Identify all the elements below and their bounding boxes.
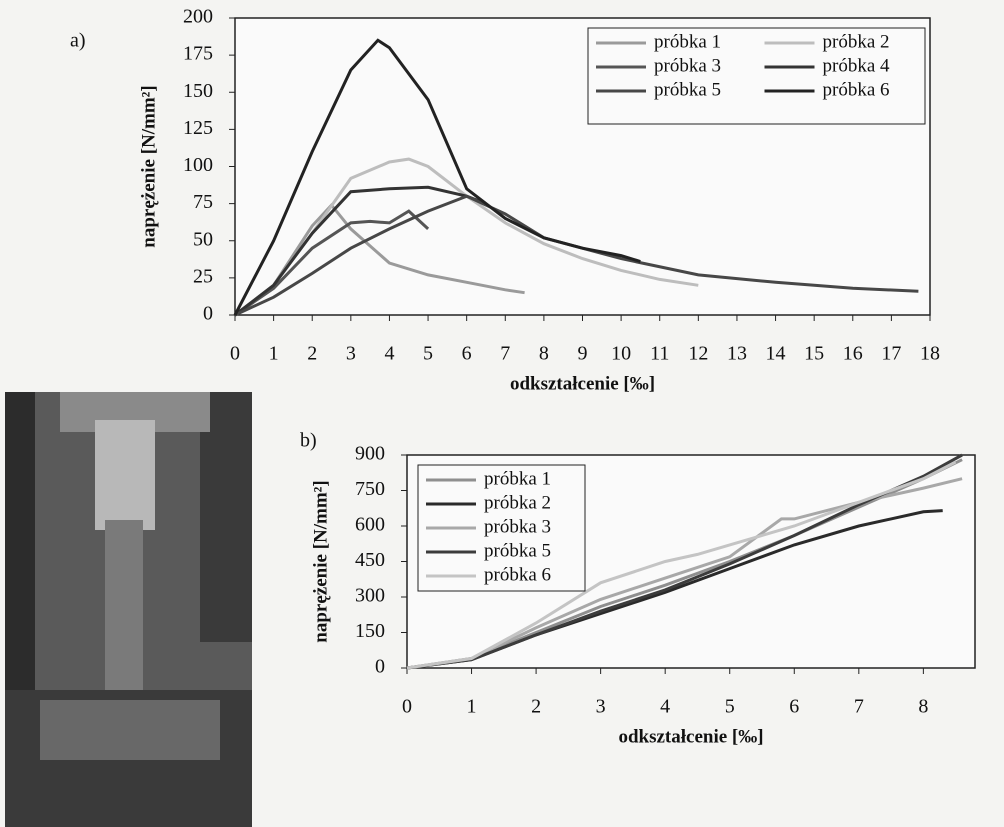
- x-tick-label: 3: [346, 343, 356, 365]
- y-axis-title: naprężenie [N/mm²]: [310, 480, 331, 642]
- legend-label: próbka 5: [654, 79, 721, 100]
- x-tick-label: 0: [402, 696, 412, 718]
- x-tick-label: 3: [596, 696, 606, 718]
- legend-label: próbka 3: [484, 516, 551, 537]
- y-tick-label: 900: [355, 443, 385, 465]
- y-tick-label: 0: [375, 656, 385, 678]
- legend-label: próbka 4: [823, 55, 891, 76]
- x-tick-label: 2: [307, 343, 317, 365]
- x-tick-label: 2: [531, 696, 541, 718]
- x-tick-label: 13: [727, 343, 747, 365]
- y-tick-label: 150: [183, 80, 213, 102]
- y-tick-label: 50: [193, 228, 213, 250]
- y-tick-label: 200: [183, 6, 213, 28]
- legend-label: próbka 5: [484, 540, 551, 561]
- x-tick-label: 7: [854, 696, 864, 718]
- legend-label: próbka 6: [484, 564, 551, 585]
- x-tick-label: 6: [462, 343, 472, 365]
- x-tick-label: 6: [789, 696, 799, 718]
- panel-label: b): [300, 430, 317, 452]
- x-axis-title: odkształcenie [‰]: [510, 373, 655, 394]
- panel-label: a): [70, 30, 86, 52]
- x-tick-label: 5: [423, 343, 433, 365]
- y-tick-label: 100: [183, 154, 213, 176]
- series-line: [234, 185, 487, 317]
- legend-label: próbka 2: [484, 492, 551, 513]
- legend-label: próbka 1: [484, 468, 551, 489]
- x-tick-label: 7: [500, 343, 510, 365]
- x-tick-label: 15: [804, 343, 824, 365]
- series-line: [234, 209, 430, 317]
- y-tick-label: 600: [355, 514, 385, 536]
- series-line: [406, 460, 957, 670]
- series-line: [233, 38, 641, 316]
- y-tick-label: 125: [183, 117, 213, 139]
- x-tick-label: 4: [384, 343, 394, 365]
- x-tick-label: 12: [688, 343, 708, 365]
- series-line: [234, 157, 699, 317]
- y-tick-label: 450: [355, 549, 385, 571]
- x-tick-label: 10: [611, 343, 631, 365]
- x-tick-label: 4: [660, 696, 670, 718]
- x-tick-label: 14: [766, 343, 786, 365]
- x-tick-label: 17: [881, 343, 901, 365]
- y-tick-label: 150: [355, 620, 385, 642]
- x-tick-label: 16: [843, 343, 863, 365]
- y-tick-label: 0: [203, 303, 213, 325]
- x-tick-label: 5: [725, 696, 735, 718]
- x-tick-label: 0: [230, 343, 240, 365]
- y-tick-label: 25: [193, 265, 213, 287]
- y-axis-title: naprężenie [N/mm²]: [138, 85, 159, 247]
- legend-label: próbka 3: [654, 55, 721, 76]
- x-tick-label: 11: [650, 343, 669, 365]
- x-tick-label: 9: [578, 343, 588, 365]
- legend-label: próbka 2: [823, 31, 890, 52]
- y-tick-label: 300: [355, 585, 385, 607]
- x-tick-label: 1: [467, 696, 477, 718]
- y-tick-label: 175: [183, 43, 213, 65]
- series-line: [234, 202, 525, 317]
- legend-label: próbka 1: [654, 31, 721, 52]
- x-tick-label: 18: [920, 343, 940, 365]
- y-tick-label: 750: [355, 478, 385, 500]
- y-tick-label: 75: [193, 191, 213, 213]
- series-line: [406, 458, 963, 670]
- legend-label: próbka 6: [823, 79, 890, 100]
- x-tick-label: 8: [539, 343, 549, 365]
- photo: [5, 392, 252, 827]
- x-tick-label: 1: [269, 343, 279, 365]
- x-tick-label: 8: [918, 696, 928, 718]
- series-line: [406, 477, 963, 670]
- x-axis-title: odkształcenie [‰]: [618, 726, 763, 747]
